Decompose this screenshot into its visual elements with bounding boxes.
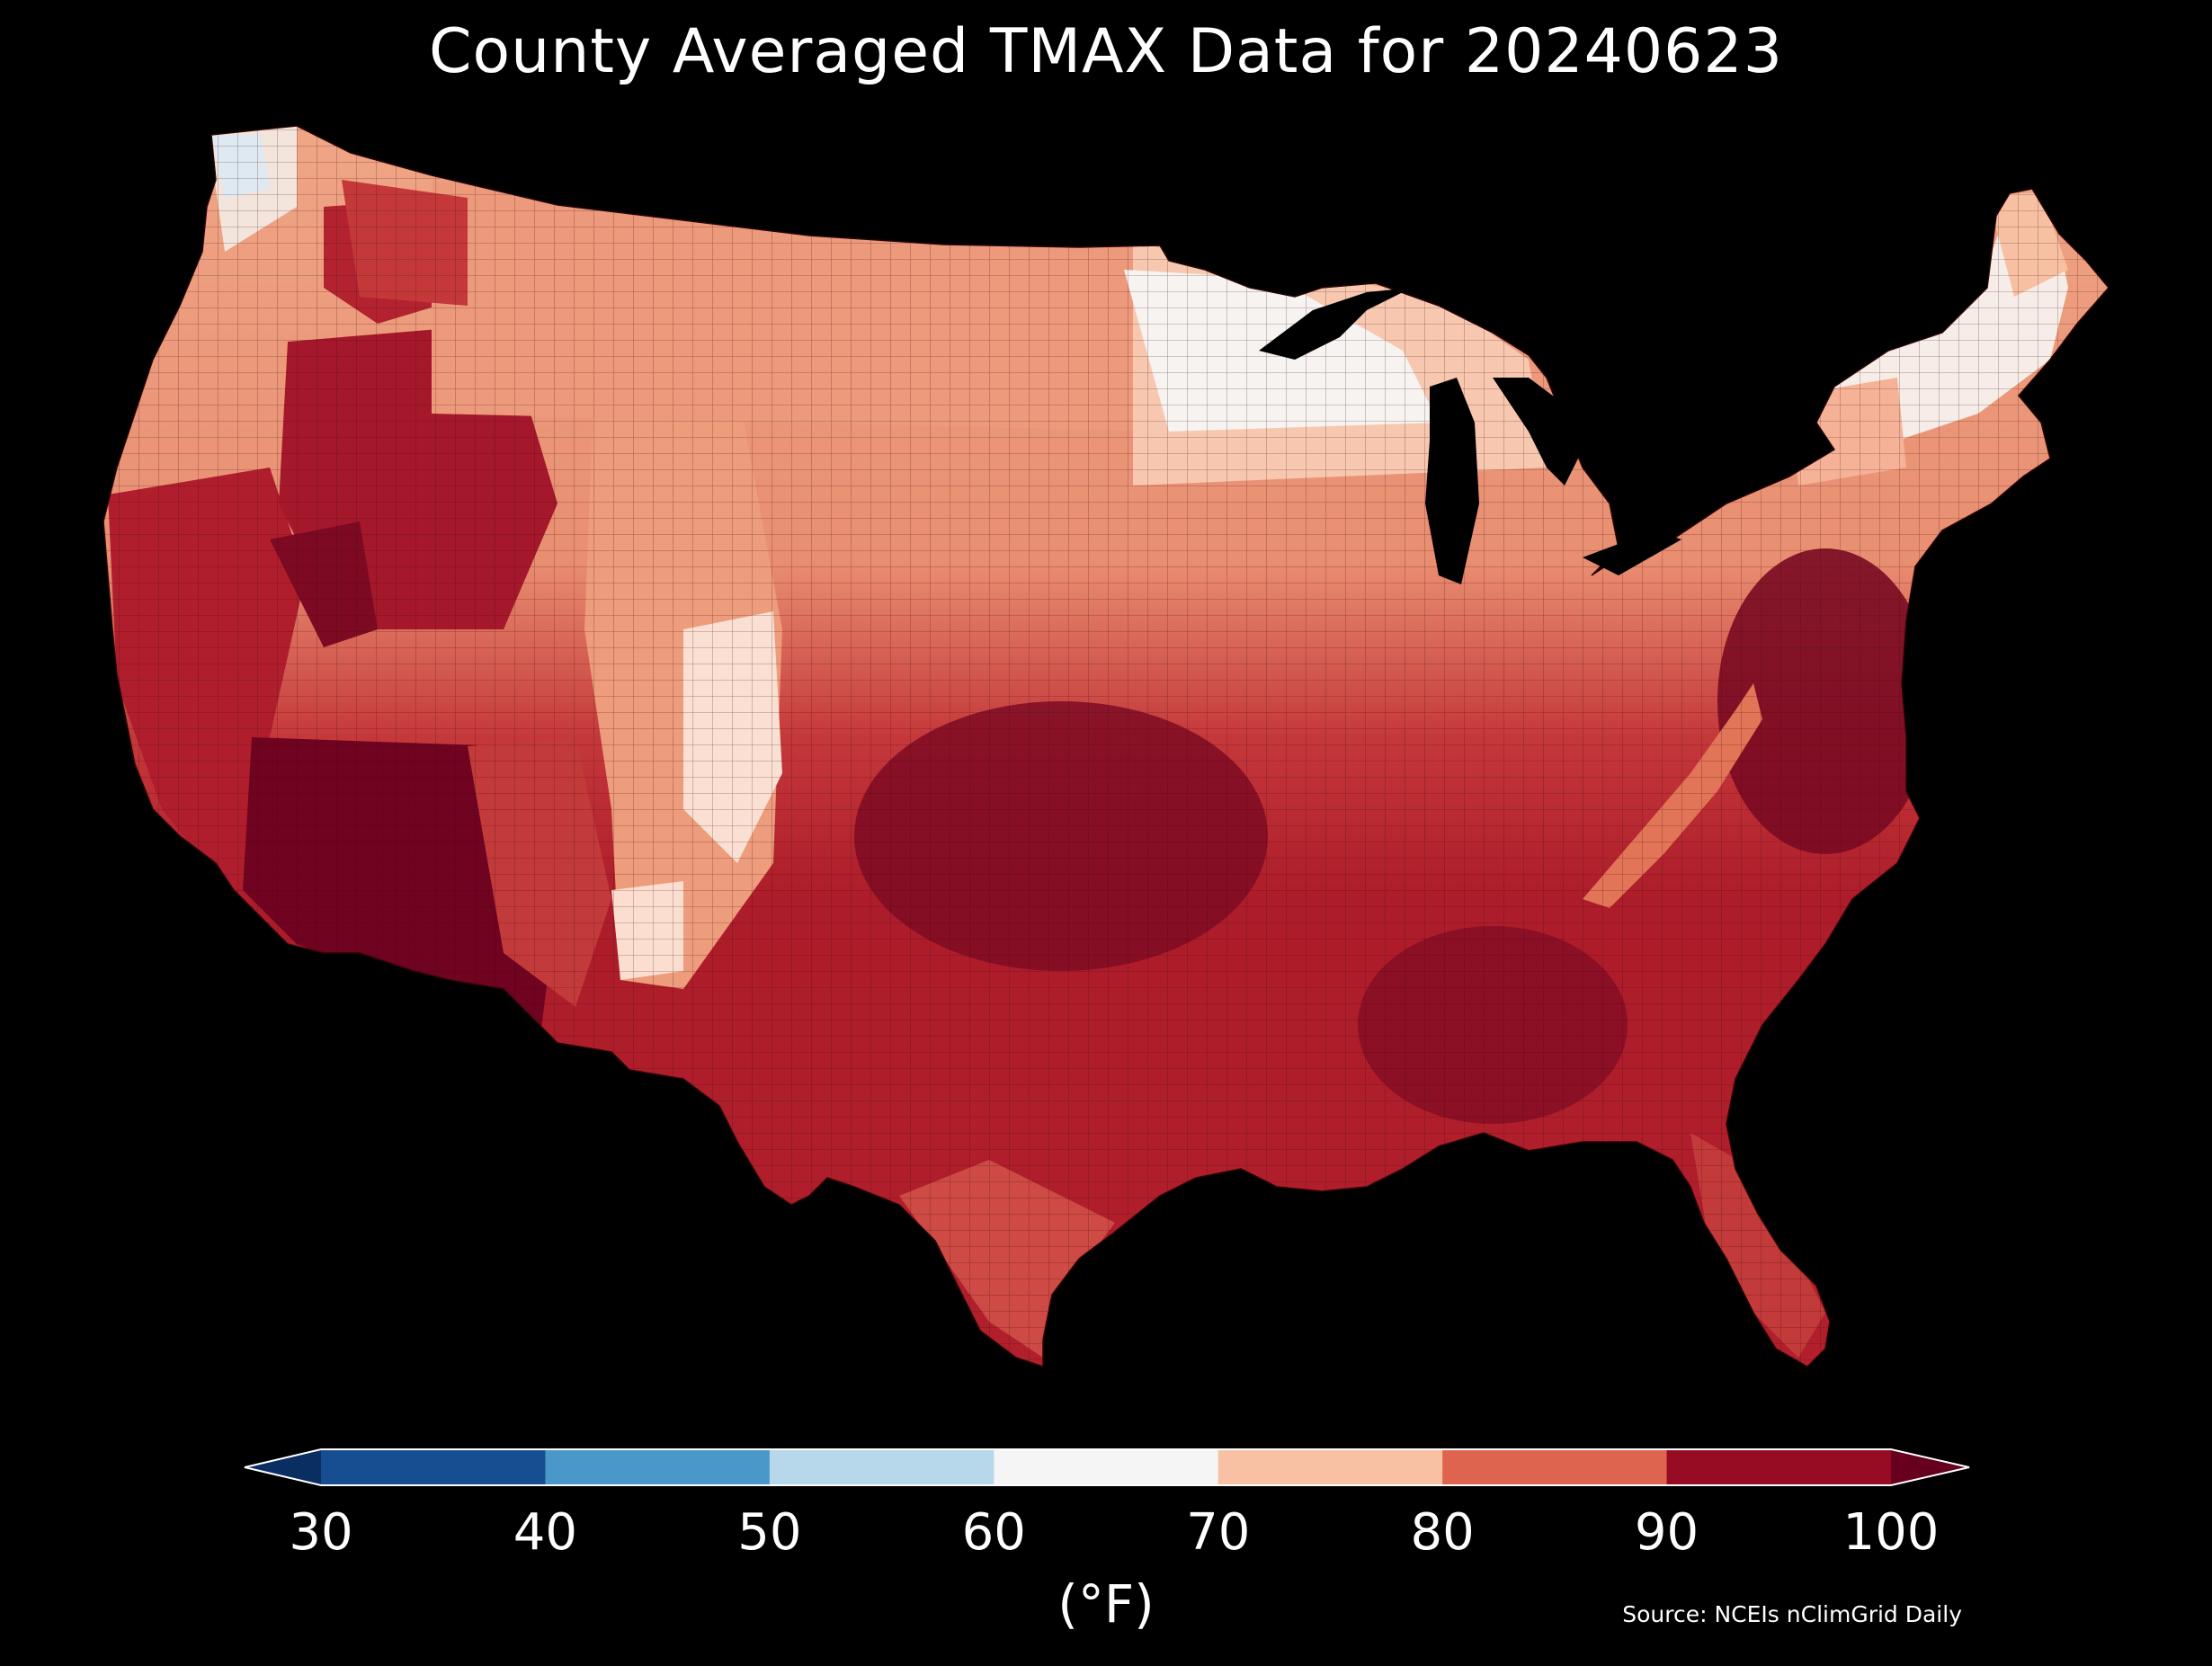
colorbar-bin-60-70 (994, 1449, 1219, 1485)
map-title: County Averaged TMAX Data for 20240623 (429, 16, 1783, 87)
colorbar-tick-70: 70 (1186, 1503, 1251, 1562)
colorbar-bin-40-50 (545, 1449, 771, 1485)
colorbar-bin-70-80 (1217, 1449, 1443, 1485)
colorbar-tick-30: 30 (289, 1503, 353, 1562)
lake-superior (1259, 288, 1412, 360)
colorbar-tick-80: 80 (1410, 1503, 1475, 1562)
lake-michigan (1425, 378, 1479, 584)
colorbar-tick-60: 60 (961, 1503, 1026, 1562)
colorbar-bin-30-40 (321, 1449, 546, 1485)
great-lakes (1259, 288, 1681, 584)
colorbar-bin-50-60 (769, 1449, 995, 1485)
lake-huron (1493, 378, 1583, 486)
colorbar-unit-label: (°F) (1057, 1573, 1155, 1635)
colorbar-bin-90-100 (1666, 1449, 1892, 1485)
colorbar-bin-80-90 (1442, 1449, 1668, 1485)
colorbar-under-arrow (245, 1449, 321, 1485)
colorbar-tick-40: 40 (513, 1503, 578, 1562)
colorbar-tick-100: 100 (1842, 1503, 1940, 1562)
lake-erie (1583, 530, 1681, 575)
source-credit: Source: NCEIs nClimGrid Daily (1622, 1601, 1962, 1627)
colorbar-over-arrow (1891, 1449, 1969, 1485)
colorbar-tick-50: 50 (737, 1503, 802, 1562)
colorbar-outline (244, 1448, 1970, 1486)
colorbar-tick-90: 90 (1634, 1503, 1699, 1562)
